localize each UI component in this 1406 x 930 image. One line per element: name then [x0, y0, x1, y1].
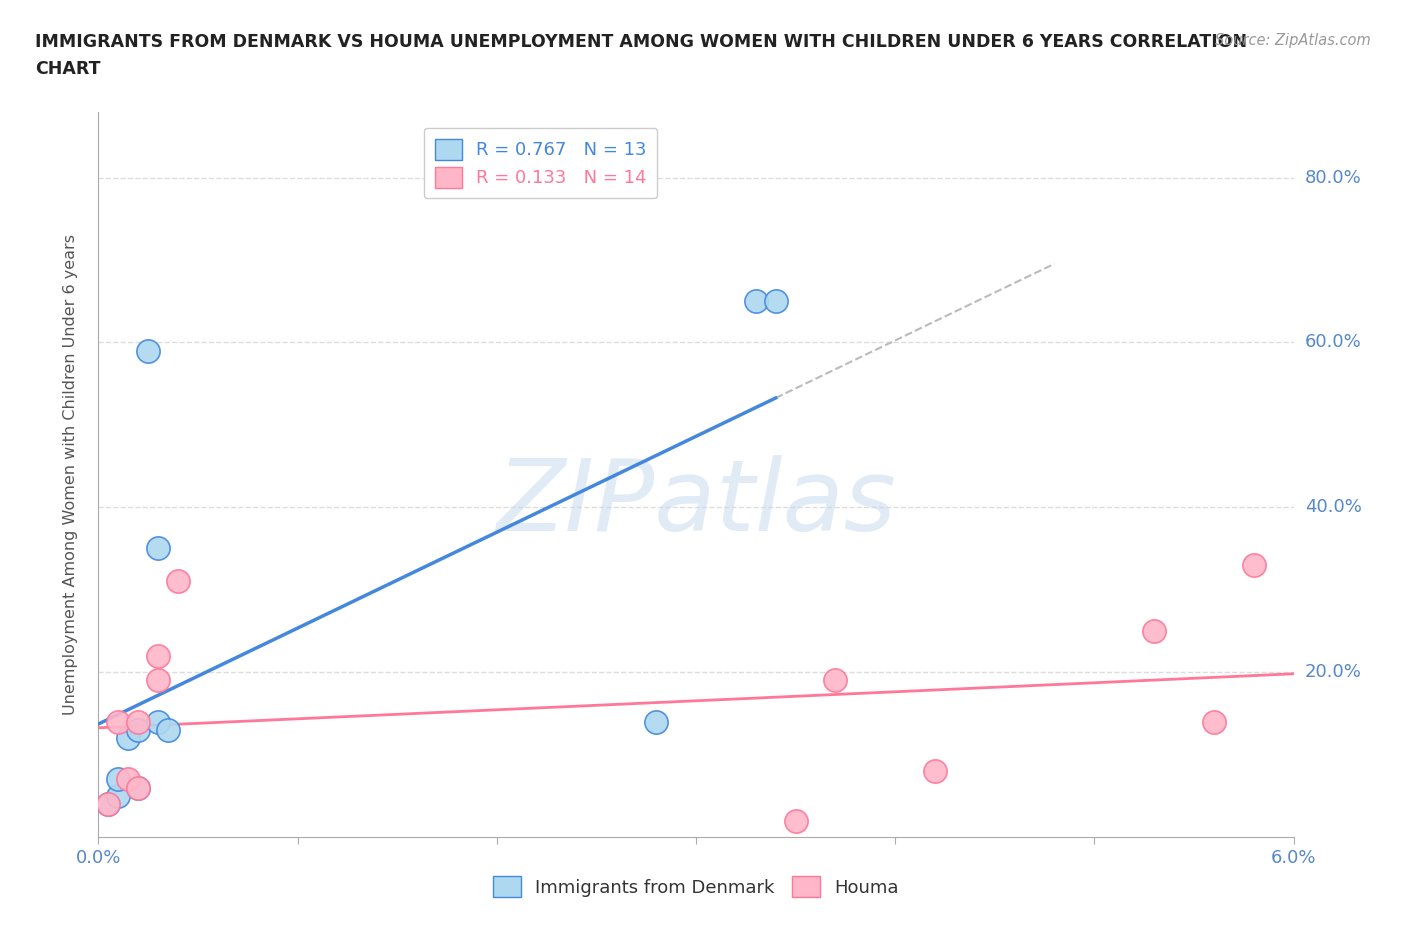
Text: 40.0%: 40.0% [1305, 498, 1361, 516]
Text: Source: ZipAtlas.com: Source: ZipAtlas.com [1215, 33, 1371, 47]
Point [167, 574, 190, 589]
Point [127, 780, 149, 795]
Point [127, 714, 149, 729]
Point [148, 714, 170, 729]
Text: 20.0%: 20.0% [1305, 663, 1361, 681]
Point [645, 714, 668, 729]
Point [924, 764, 946, 778]
Point [97, 797, 120, 812]
Point [148, 541, 170, 556]
Text: 80.0%: 80.0% [1305, 168, 1361, 187]
Point [117, 731, 139, 746]
Point [745, 294, 768, 309]
Point [148, 673, 170, 688]
Point [765, 294, 787, 309]
Point [1143, 623, 1166, 638]
Point [136, 343, 159, 358]
Point [785, 813, 807, 828]
Text: ZIPatlas: ZIPatlas [496, 455, 896, 551]
Point [107, 789, 129, 804]
Text: 60.0%: 60.0% [1305, 334, 1361, 352]
Point [148, 648, 170, 663]
Point [127, 780, 149, 795]
Point [117, 772, 139, 787]
Point [824, 673, 846, 688]
Legend: Immigrants from Denmark, Houma: Immigrants from Denmark, Houma [482, 865, 910, 908]
Point [107, 772, 129, 787]
Point [97, 797, 120, 812]
Point [107, 714, 129, 729]
Text: IMMIGRANTS FROM DENMARK VS HOUMA UNEMPLOYMENT AMONG WOMEN WITH CHILDREN UNDER 6 : IMMIGRANTS FROM DENMARK VS HOUMA UNEMPLO… [35, 33, 1247, 50]
Point [1202, 714, 1225, 729]
Point [1243, 557, 1265, 572]
Point [127, 723, 149, 737]
Point [157, 723, 180, 737]
Text: CHART: CHART [35, 60, 101, 78]
Y-axis label: Unemployment Among Women with Children Under 6 years: Unemployment Among Women with Children U… [63, 233, 77, 715]
